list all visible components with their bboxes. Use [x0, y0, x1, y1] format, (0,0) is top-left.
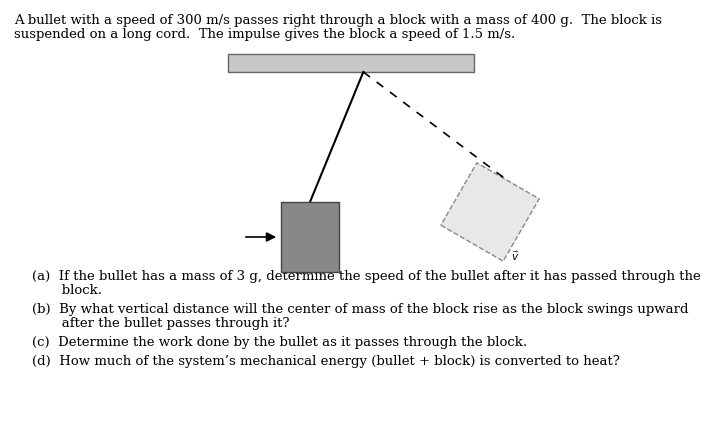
Text: A bullet with a speed of 300 m/s passes right through a block with a mass of 400: A bullet with a speed of 300 m/s passes …: [14, 14, 662, 27]
Bar: [228, 54, 474, 72]
Text: (a)  If the bullet has a mass of 3 g, determine the speed of the bullet after it: (a) If the bullet has a mass of 3 g, det…: [32, 270, 701, 283]
Text: (b)  By what vertical distance will the center of mass of the block rise as the : (b) By what vertical distance will the c…: [32, 303, 688, 316]
Text: after the bullet passes through it?: after the bullet passes through it?: [32, 316, 289, 330]
Polygon shape: [441, 163, 539, 261]
Text: suspended on a long cord.  The impulse gives the block a speed of 1.5 m/s.: suspended on a long cord. The impulse gi…: [14, 28, 516, 41]
Text: block.: block.: [32, 284, 102, 297]
Text: $\vec{v}$: $\vec{v}$: [511, 249, 519, 263]
Bar: [281, 202, 339, 272]
Text: (d)  How much of the system’s mechanical energy (bullet + block) is converted to: (d) How much of the system’s mechanical …: [32, 355, 620, 368]
Text: (c)  Determine the work done by the bullet as it passes through the block.: (c) Determine the work done by the bulle…: [32, 336, 527, 349]
